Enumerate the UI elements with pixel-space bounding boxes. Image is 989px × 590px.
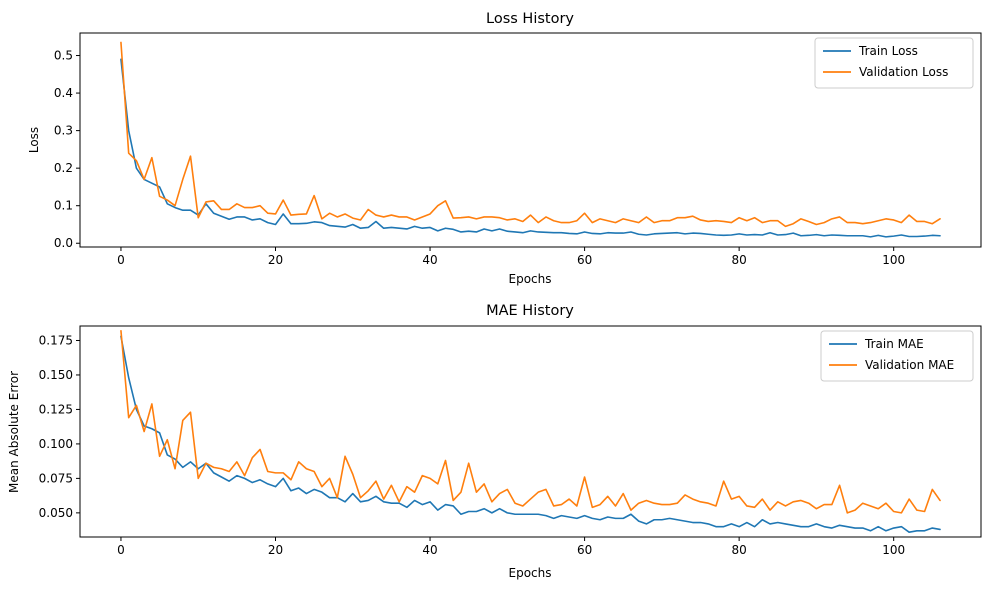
axes-frame [79, 32, 982, 248]
mae-history-chart: MAE History Mean Absolute Error Epochs 0… [7, 303, 982, 580]
plot-area: 0 20 40 60 80 100 0.0 0.1 0.2 0.3 0.4 0.5 [54, 32, 982, 267]
y-tick-label: 0.050 [39, 506, 73, 520]
y-tick-label: 0.2 [54, 161, 73, 175]
y-tick-label: 0.5 [54, 49, 73, 63]
x-tick-label: 20 [268, 253, 283, 267]
train-series-line [120, 58, 941, 238]
x-axis-label: Epochs [509, 566, 552, 580]
y-tick-label: 0.1 [54, 199, 73, 213]
legend-label: Validation MAE [865, 358, 954, 372]
x-tick-label: 60 [577, 253, 592, 267]
x-tick-label: 0 [117, 543, 125, 557]
y-tick-label: 0.175 [39, 333, 73, 347]
x-axis-label: Epochs [509, 272, 552, 286]
y-tick-label: 0.3 [54, 124, 73, 138]
chart-title: Loss History [486, 11, 574, 27]
y-tick-label: 0.150 [39, 368, 73, 382]
axes-frame [79, 325, 982, 538]
y-tick-label: 0.125 [39, 402, 73, 416]
legend-label: Train Loss [858, 44, 918, 58]
legend: Train MAE Validation MAE [820, 330, 974, 382]
legend-box [820, 330, 974, 382]
y-tick-label: 0.100 [39, 437, 73, 451]
x-tick-label: 80 [731, 253, 746, 267]
x-tick-label: 60 [577, 543, 592, 557]
x-tick-label: 40 [422, 543, 437, 557]
validation-series-line [120, 330, 941, 514]
legend-box [814, 37, 974, 89]
loss-history-chart: Loss History Loss Epochs 0 20 40 60 80 100 0.0… [27, 11, 982, 286]
y-tick-label: 0.4 [54, 86, 73, 100]
x-tick-label: 100 [882, 253, 905, 267]
legend-label: Train MAE [864, 337, 924, 351]
y-axis-label: Loss [27, 127, 41, 153]
chart-title: MAE History [486, 303, 574, 319]
x-tick-label: 80 [731, 543, 746, 557]
x-tick-label: 0 [117, 253, 125, 267]
legend-label: Validation Loss [859, 65, 948, 79]
y-axis-label: Mean Absolute Error [7, 371, 21, 493]
plot-area: 0 20 40 60 80 100 0.050 0.075 0.100 0.125 0.150 0.1… [39, 325, 982, 557]
x-tick-label: 20 [268, 543, 283, 557]
validation-series-line [120, 41, 941, 228]
x-tick-label: 40 [422, 253, 437, 267]
x-tick-label: 100 [882, 543, 905, 557]
y-tick-label: 0.0 [54, 236, 73, 250]
y-tick-label: 0.075 [39, 471, 73, 485]
legend: Train Loss Validation Loss [814, 37, 974, 89]
train-series-line [120, 335, 941, 533]
